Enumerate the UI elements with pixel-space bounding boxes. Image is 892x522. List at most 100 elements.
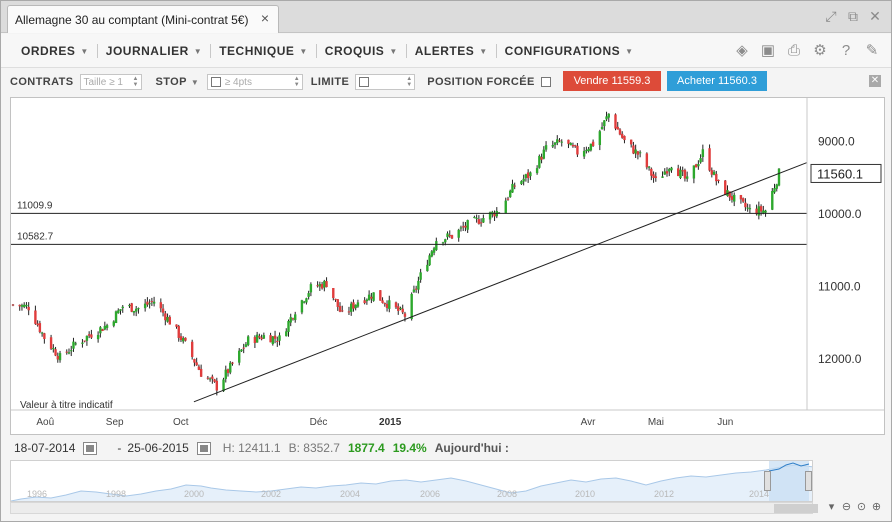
chart-tools: ◈ ▣ ⎙ ⚙ ? ✎ (733, 42, 881, 60)
candle-body (430, 251, 434, 257)
candle-body (379, 290, 382, 301)
tab-close-icon[interactable]: × (260, 10, 270, 26)
candle-body (175, 324, 178, 327)
limit-checkbox[interactable] (359, 77, 370, 87)
candle-body (582, 150, 586, 157)
start-date[interactable]: 18-07-2014 (14, 441, 76, 455)
candle-body (730, 196, 734, 200)
candle-body (197, 366, 201, 370)
candle-body (294, 314, 297, 321)
x-tick-label: Oct (173, 417, 189, 428)
spinner-icon[interactable]: ▲ ▼ (293, 76, 300, 88)
menu-technical[interactable]: TECHNIQUE ▼ (211, 44, 317, 58)
menu-settings[interactable]: CONFIGURATIONS ▼ (497, 44, 642, 58)
candle-body (70, 350, 73, 352)
candle-body (755, 208, 758, 215)
candle-body (410, 294, 413, 319)
stop-checkbox[interactable] (210, 77, 221, 87)
candle-body (184, 337, 187, 341)
zoom-reset-icon[interactable]: ⊙ (856, 501, 867, 513)
candle-body (679, 169, 682, 179)
calendar-icon[interactable] (83, 441, 98, 455)
navigator-right-handle[interactable] (805, 471, 812, 491)
x-tick-label: Sep (106, 417, 124, 428)
candle-body (253, 337, 257, 344)
candle-body (211, 376, 214, 379)
x-tick-label: Mai (648, 417, 664, 428)
stop-dropdown-icon[interactable]: ▼ (190, 77, 199, 87)
last-price-label: 11560.1 (817, 166, 863, 181)
candle-body (551, 145, 554, 147)
candle-body (287, 320, 290, 332)
candle-body (25, 304, 28, 307)
sell-button[interactable]: Vendre 11559.3 (563, 71, 661, 91)
candle-body (334, 298, 337, 300)
candle-body (22, 304, 26, 307)
x-tick-label: Aoû (36, 417, 54, 428)
last-price-box (810, 163, 882, 183)
candle-body (325, 281, 328, 288)
candle-body (242, 347, 245, 349)
candle-body (269, 335, 272, 343)
feedback-icon[interactable]: ✎ (865, 42, 879, 59)
scroll-down-icon[interactable]: ▾ (828, 501, 835, 513)
close-panel-icon[interactable]: ✕ (869, 75, 881, 87)
candle-body (746, 207, 749, 209)
menu-alerts[interactable]: ALERTES ▼ (407, 44, 497, 58)
zoom-out-icon[interactable]: ⊖ (841, 501, 852, 513)
candle-body (40, 332, 44, 334)
help-icon[interactable]: ? (841, 42, 851, 59)
chart-canvas[interactable]: 11009.9 10582.7 12000.0 11000.0 10000.0 9000… (11, 98, 884, 434)
expand-icon[interactable]: ⤢ (825, 8, 837, 24)
candle-body (388, 300, 391, 309)
menu-orders[interactable]: ORDRES ▼ (13, 44, 98, 58)
candle-body (401, 308, 404, 313)
candle-body (238, 350, 241, 363)
candle-body (464, 225, 467, 228)
candle-body (681, 170, 684, 172)
trendline[interactable] (193, 162, 808, 403)
forced-position-checkbox[interactable] (540, 77, 551, 87)
menu-timeframe[interactable]: JOURNALIER ▼ (98, 44, 212, 58)
candle-body (526, 172, 530, 179)
candle-body (179, 336, 183, 341)
candle-body (605, 116, 608, 120)
candle-body (394, 302, 398, 308)
candle-body (215, 380, 219, 391)
end-date[interactable]: 25-06-2015 (127, 441, 189, 455)
candle-body (569, 142, 572, 146)
price-chart[interactable]: 11009.9 10582.7 12000.0 11000.0 10000.0 9000… (10, 97, 885, 435)
spinner-icon[interactable]: ▲ ▼ (132, 76, 139, 88)
gear-icon[interactable]: ⚙ (813, 42, 827, 59)
image-icon[interactable]: ▣ (760, 42, 776, 59)
spinner-icon[interactable]: ▲ ▼ (406, 76, 413, 88)
instrument-tab[interactable]: Allemagne 30 au comptant (Mini-contrat 5… (7, 5, 279, 33)
candle-body (482, 218, 485, 223)
layers-icon[interactable]: ◈ (736, 42, 748, 59)
candle-body (488, 212, 492, 220)
navigator-scroll-thumb[interactable] (774, 504, 818, 513)
candle-body (146, 301, 149, 305)
popout-icon[interactable]: ⧉ (848, 8, 858, 24)
navigator-scrollbar[interactable] (10, 502, 818, 514)
stop-input[interactable]: ≥ 4pts ▲ ▼ (206, 74, 303, 90)
candle-body (618, 129, 622, 135)
contracts-input[interactable]: Taille ≥ 1 ▲ ▼ (79, 74, 142, 90)
candle-body (150, 301, 154, 303)
candle-body (504, 200, 507, 214)
navigator-left-handle[interactable] (764, 471, 771, 491)
candle-body (661, 176, 664, 178)
history-navigator[interactable]: 1996 1998 2000 2002 2004 2006 2008 2010 … (10, 460, 813, 502)
candle-body (589, 143, 593, 151)
print-icon[interactable]: ⎙ (787, 42, 800, 59)
candle-body (542, 149, 546, 159)
limit-input[interactable]: ▲ ▼ (355, 74, 416, 90)
candle-body (117, 310, 120, 314)
candle-body (412, 289, 416, 292)
buy-button[interactable]: Acheter 11560.3 (667, 71, 767, 91)
candle-body (726, 190, 729, 196)
menu-drawings[interactable]: CROQUIS ▼ (317, 44, 407, 58)
close-icon[interactable]: ✕ (869, 8, 881, 24)
zoom-in-icon[interactable]: ⊕ (871, 501, 882, 513)
calendar-icon[interactable] (196, 441, 211, 455)
